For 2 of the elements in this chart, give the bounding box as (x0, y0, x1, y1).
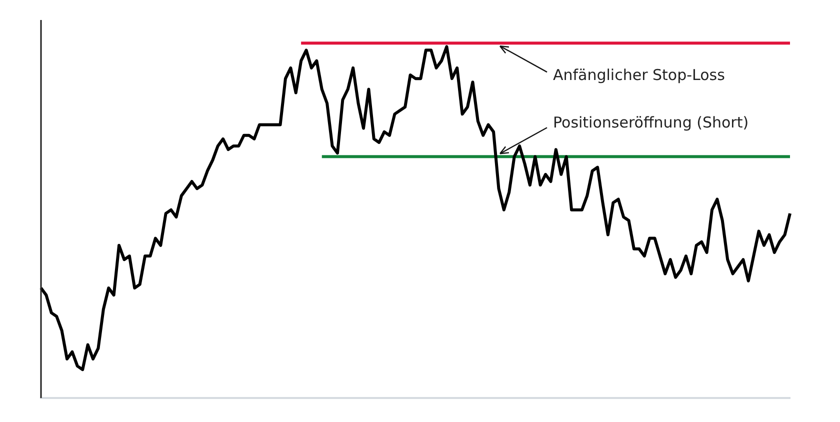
annotation: Positionseröffnung (Short) (553, 114, 749, 132)
annotation: Anfänglicher Stop-Loss (553, 66, 726, 84)
